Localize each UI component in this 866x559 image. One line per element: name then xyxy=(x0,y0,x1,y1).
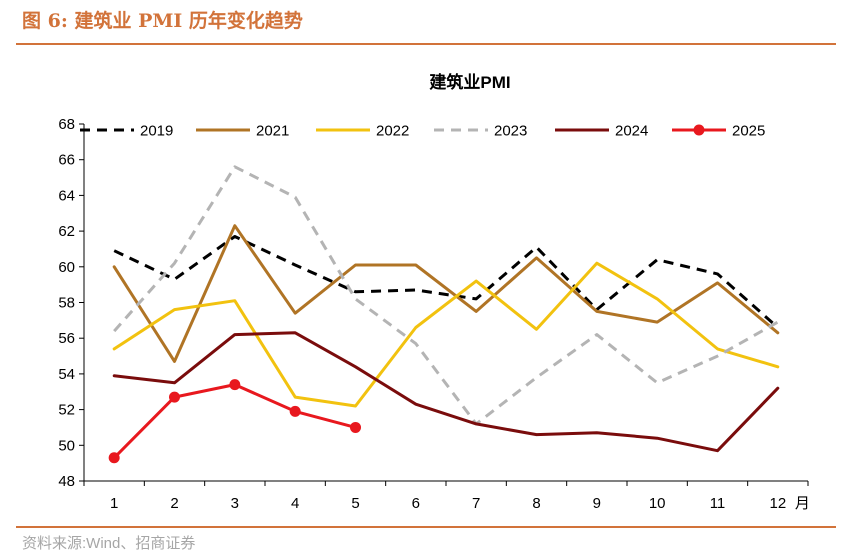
x-tick-label-9: 9 xyxy=(593,495,601,512)
x-tick-label-12: 12 xyxy=(769,495,786,512)
data-point-2025-5 xyxy=(350,421,361,433)
series-line-2023 xyxy=(113,165,779,426)
y-tick-label-54: 54 xyxy=(58,366,75,383)
y-tick-label-48: 48 xyxy=(58,473,75,490)
y-tick-label-50: 50 xyxy=(58,437,75,454)
y-tick-label-62: 62 xyxy=(58,223,75,240)
y-tick-label-52: 52 xyxy=(58,402,75,419)
header-rule xyxy=(16,43,836,45)
series-line-2025 xyxy=(112,383,357,460)
series-line-2022 xyxy=(112,261,780,408)
x-tick-label-2: 2 xyxy=(170,495,178,512)
legend: 2019 2021 2022 2023 2024 2025 xyxy=(80,123,765,140)
series-group xyxy=(108,165,780,464)
legend-label-2025: 2025 xyxy=(732,123,765,140)
y-tick-label-68: 68 xyxy=(58,116,75,133)
x-tick-label-1: 1 xyxy=(110,495,118,512)
x-tick-label-10: 10 xyxy=(649,495,666,512)
legend-label-2023: 2023 xyxy=(494,123,527,140)
y-tick-label-60: 60 xyxy=(58,259,75,276)
x-tick-label-4: 4 xyxy=(291,495,299,512)
x-tick-label-5: 5 xyxy=(351,495,359,512)
source-note: 资料来源:Wind、招商证券 xyxy=(22,535,196,552)
legend-label-2024: 2024 xyxy=(615,123,648,140)
legend-marker-2025 xyxy=(693,124,705,136)
series-line-2021 xyxy=(112,224,780,363)
x-tick-label-6: 6 xyxy=(412,495,420,512)
legend-label-2019: 2019 xyxy=(140,123,173,140)
series-line-2024 xyxy=(112,331,780,453)
y-tick-label-64: 64 xyxy=(58,187,75,204)
x-tick-label-8: 8 xyxy=(532,495,540,512)
chart-title: 建筑业PMI xyxy=(429,72,510,92)
series-line-2019 xyxy=(113,235,779,329)
data-point-2025-1 xyxy=(108,452,120,464)
figure-title: 图 6: 建筑业 PMI 历年变化趋势 xyxy=(22,10,303,32)
data-point-2025-2 xyxy=(169,391,180,403)
legend-label-2021: 2021 xyxy=(256,123,289,140)
data-point-2025-4 xyxy=(289,405,301,417)
x-axis-unit: 月 xyxy=(795,495,810,512)
x-tick-label-7: 7 xyxy=(472,495,480,512)
data-point-2025-3 xyxy=(229,379,241,391)
footer-rule xyxy=(16,526,836,528)
y-tick-label-56: 56 xyxy=(58,330,75,347)
x-tick-label-11: 11 xyxy=(710,495,726,512)
y-tick-label-66: 66 xyxy=(58,152,75,169)
x-tick-label-3: 3 xyxy=(231,495,239,512)
legend-label-2022: 2022 xyxy=(376,123,409,140)
y-tick-label-58: 58 xyxy=(58,295,75,312)
